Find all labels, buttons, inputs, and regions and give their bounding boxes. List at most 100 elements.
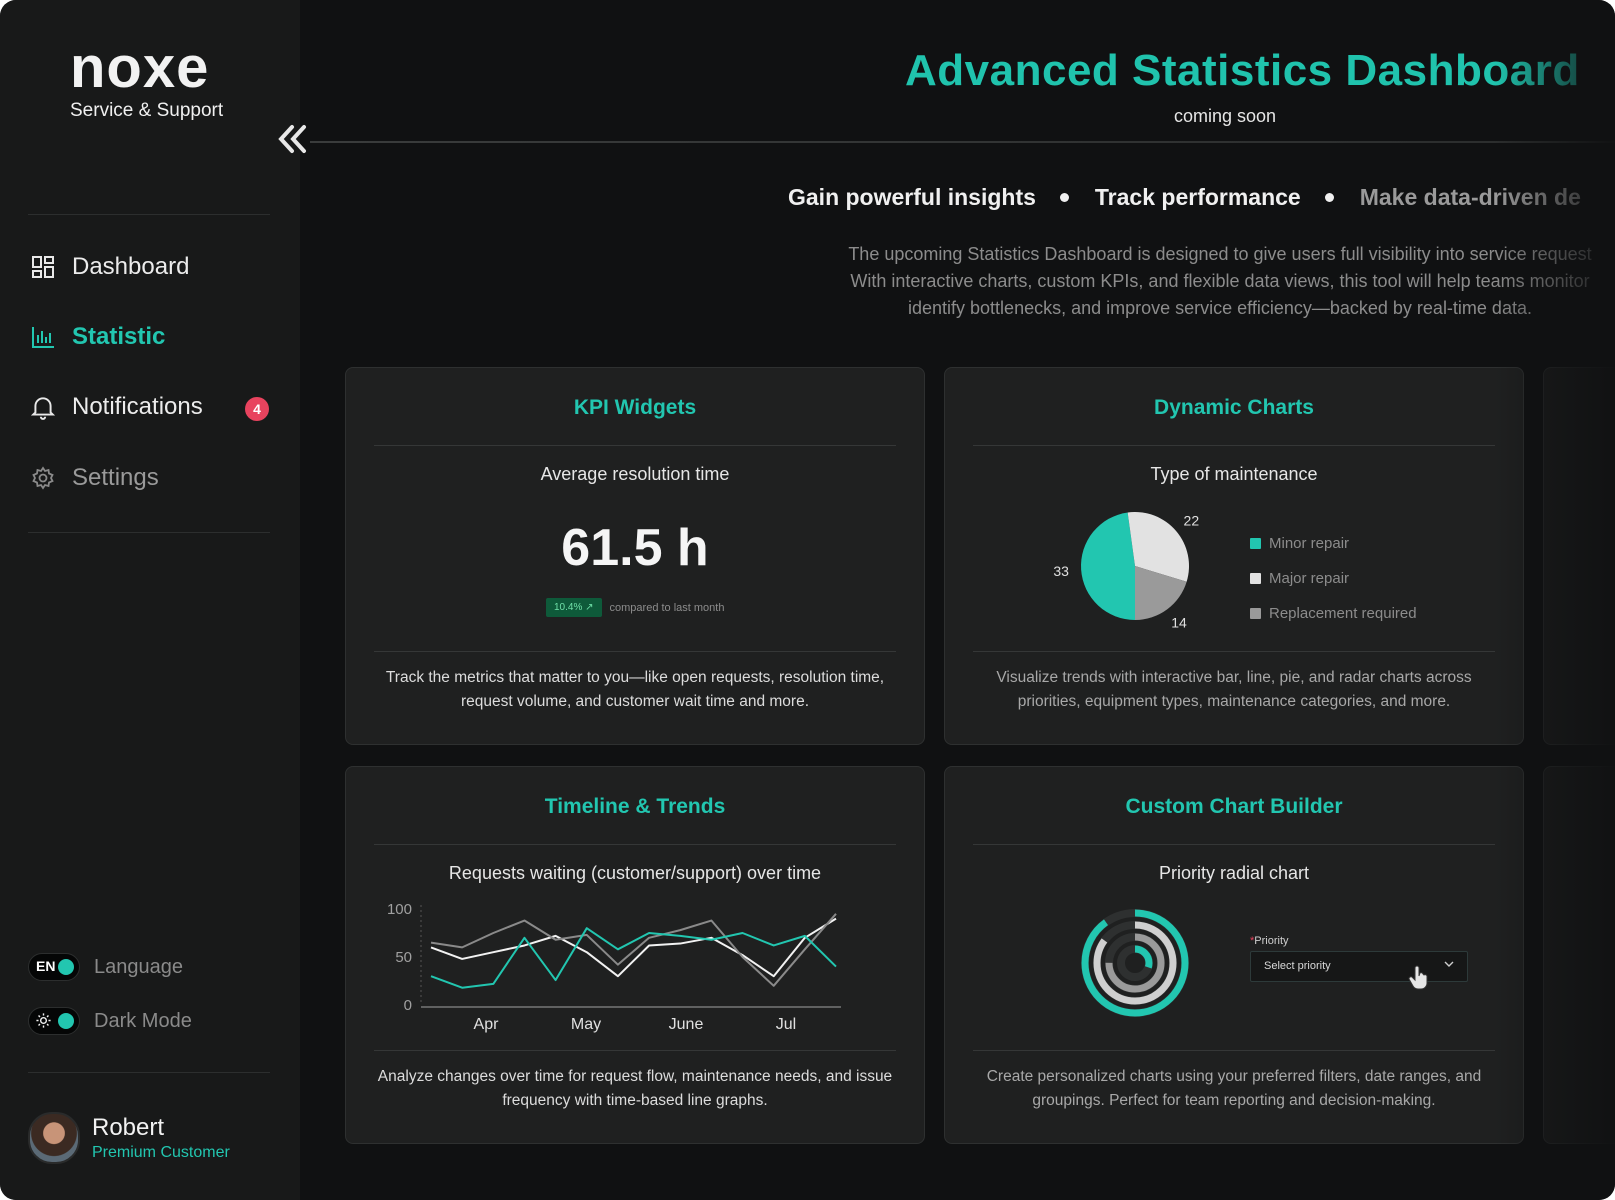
sidebar-item-settings[interactable]: Settings <box>30 458 159 498</box>
intro-text: The upcoming Statistics Dashboard is des… <box>770 241 1615 322</box>
darkmode-toggle-row: Dark Mode <box>28 1007 192 1035</box>
darkmode-toggle[interactable] <box>28 1007 80 1035</box>
series-line <box>430 913 837 987</box>
pie-slice-label: 14 <box>1171 614 1187 630</box>
card-description: Create personalized charts using your pr… <box>986 1068 1482 1109</box>
y-tick-label: 100 <box>387 901 412 918</box>
timeline-trends-card[interactable]: Timeline & Trends Requests waiting (cust… <box>345 766 925 1144</box>
legend-label: Minor repair <box>1269 535 1350 552</box>
pie-slice <box>1081 512 1135 620</box>
bullet-dot <box>1059 193 1069 202</box>
custom-chart-builder-card[interactable]: Custom Chart Builder Priority radial cha… <box>944 766 1524 1144</box>
kpi-value: 61.5 h <box>561 519 709 577</box>
collapse-sidebar-button[interactable] <box>276 122 312 158</box>
delta-badge: 10.4% ↗ <box>546 598 602 617</box>
card-subtitle: Requests waiting (customer/support) over… <box>448 863 822 883</box>
radial-bar <box>1093 921 1177 1005</box>
highlight-1: Gain powerful insights <box>788 184 1036 210</box>
card-description: Track the metrics that matter to you—lik… <box>385 669 885 710</box>
card-divider <box>973 844 1495 845</box>
radial-bar <box>1117 945 1153 981</box>
logo-tagline: Service & Support <box>70 100 224 121</box>
requests-line-chart: 0 50 100 Apr May June Jul <box>387 901 841 1033</box>
user-profile[interactable]: Robert Premium Customer <box>28 1112 230 1164</box>
pie-slice-label: 22 <box>1184 513 1200 529</box>
card-title: Timeline & Trends <box>544 795 726 818</box>
sidebar-divider <box>28 1072 270 1073</box>
sidebar-item-dashboard[interactable]: Dashboard <box>30 247 189 287</box>
pie-slice <box>1135 566 1187 620</box>
priority-radial-chart <box>1081 909 1189 1017</box>
sidebar-item-statistic[interactable]: Statistic <box>30 317 165 357</box>
series-line <box>430 927 837 989</box>
hand-pointer-icon <box>1407 965 1431 996</box>
kpi-widgets-card[interactable]: KPI Widgets Average resolution time 61.5… <box>345 367 925 745</box>
sidebar: noxe Service & Support Dashboard Statist… <box>0 0 300 1200</box>
legend-item[interactable]: Minor repair <box>1250 526 1417 561</box>
language-label: Language <box>94 955 183 978</box>
series-line <box>430 917 837 978</box>
priority-label-text: Priority <box>1254 935 1289 947</box>
card-divider <box>374 445 896 446</box>
language-toggle[interactable]: EN <box>28 953 80 981</box>
kpi-delta: 10.4% ↗ compared to last month <box>546 598 724 617</box>
pie-slice-label: 33 <box>1053 563 1069 579</box>
sidebar-item-label: Dashboard <box>72 253 190 280</box>
darkmode-label: Dark Mode <box>94 1009 192 1032</box>
card-description: Analyze changes over time for request fl… <box>377 1068 893 1109</box>
priority-field-label: *Priority <box>1250 935 1289 947</box>
avatar <box>28 1112 80 1164</box>
card-title: Dynamic Charts <box>1154 396 1314 419</box>
card-divider <box>374 651 896 652</box>
sidebar-item-notifications[interactable]: Notifications <box>30 387 203 427</box>
legend-item[interactable]: Replacement required <box>1250 596 1417 631</box>
card-subtitle: Type of maintenance <box>1150 464 1318 484</box>
legend-swatch <box>1250 608 1261 619</box>
toggle-knob <box>58 1013 74 1029</box>
x-tick-label: June <box>669 1016 704 1033</box>
legend-label: Replacement required <box>1269 605 1417 622</box>
sidebar-item-label: Settings <box>72 464 159 491</box>
offscreen-card <box>1543 766 1615 1144</box>
feature-highlights: Gain powerful insights Track performance… <box>788 184 1615 211</box>
grid-icon <box>30 254 56 280</box>
double-chevron-left-icon <box>276 121 310 165</box>
dynamic-charts-card[interactable]: Dynamic Charts Type of maintenance 33 22 1… <box>944 367 1524 745</box>
y-tick-label: 0 <box>404 997 412 1014</box>
card-title: KPI Widgets <box>573 396 697 419</box>
bell-icon <box>30 394 56 420</box>
card-divider <box>374 844 896 845</box>
chevron-down-icon <box>1443 958 1455 973</box>
priority-select[interactable]: Select priority <box>1250 951 1468 982</box>
sidebar-item-label: Statistic <box>72 323 166 350</box>
language-toggle-row: EN Language <box>28 953 183 981</box>
y-tick-label: 50 <box>395 949 412 966</box>
card-divider <box>973 445 1495 446</box>
brand-logo[interactable]: noxe Service & Support <box>70 38 223 122</box>
bar-chart-icon <box>30 324 56 350</box>
logo-wordmark: noxe <box>70 35 210 100</box>
gear-icon <box>30 465 56 491</box>
legend-item[interactable]: Major repair <box>1250 561 1417 596</box>
offscreen-card <box>1543 367 1615 745</box>
intro-line: With interactive charts, custom KPIs, an… <box>850 271 1590 291</box>
select-placeholder: Select priority <box>1264 960 1331 972</box>
maintenance-pie-chart: 33 22 14 <box>1053 512 1200 630</box>
legend-label: Major repair <box>1269 570 1350 587</box>
radial-bar <box>1105 933 1165 993</box>
highlight-3: Make data-driven de <box>1359 184 1581 210</box>
x-tick-label: May <box>571 1016 601 1033</box>
bullet-dot <box>1324 193 1334 202</box>
legend-swatch <box>1250 573 1261 584</box>
sun-icon <box>35 1012 52 1034</box>
card-subtitle: Average resolution time <box>540 464 730 484</box>
highlight-2: Track performance <box>1094 184 1301 210</box>
legend-swatch <box>1250 538 1261 549</box>
intro-line: identify bottlenecks, and improve servic… <box>908 298 1532 318</box>
card-divider <box>374 1050 896 1051</box>
pie-legend: Minor repair Major repair Replacement re… <box>1250 526 1417 631</box>
user-name: Robert <box>92 1114 165 1141</box>
toggle-knob <box>58 959 74 975</box>
language-code: EN <box>36 958 56 974</box>
